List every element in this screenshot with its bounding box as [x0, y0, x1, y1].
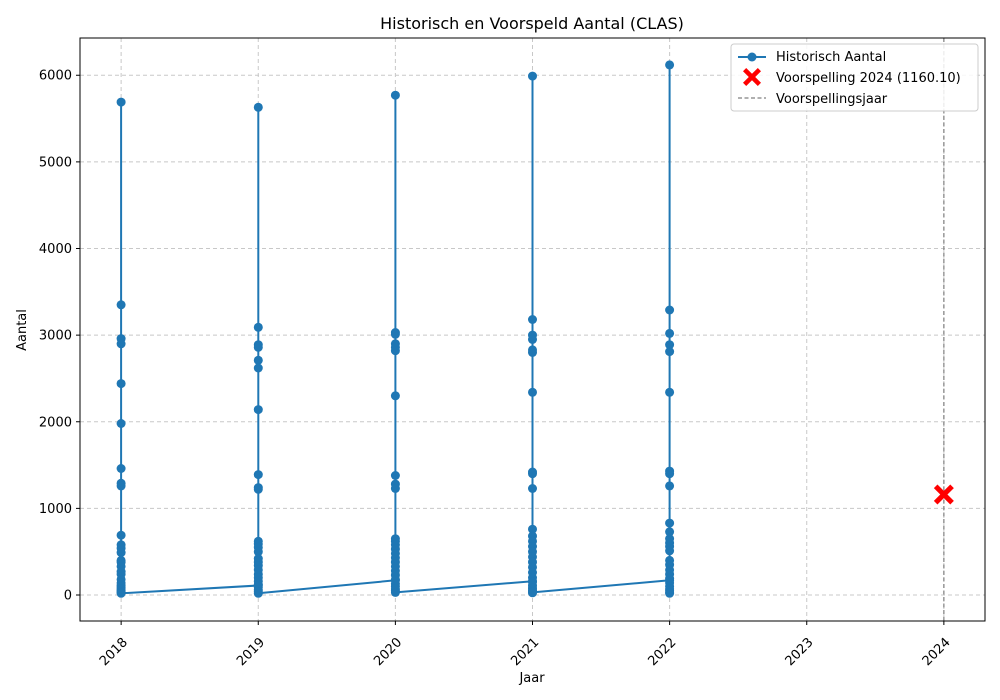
forecast-marker-group [933, 484, 954, 505]
legend-forecast-label: Voorspelling 2024 (1160.10) [776, 71, 961, 86]
historical-point [665, 527, 675, 537]
legend-forecast-year-label: Voorspellingsjaar [776, 92, 888, 107]
historical-point [390, 329, 400, 339]
y-axis-ticks: 0 1000 2000 3000 4000 5000 6000 [39, 69, 80, 604]
historical-point [528, 335, 537, 344]
historical-point [390, 587, 400, 597]
historical-point [253, 588, 263, 598]
historical-point [253, 405, 263, 415]
historical-point [390, 471, 400, 480]
historical-point [528, 524, 537, 534]
historical-point [665, 469, 675, 479]
y-axis-label: Aantal [15, 309, 30, 351]
historical-point [253, 470, 263, 480]
legend-box [730, 43, 979, 112]
historical-point [665, 60, 675, 70]
historical-point [528, 387, 537, 397]
x-axis-label: Jaar [518, 671, 545, 686]
historical-point [665, 340, 675, 350]
historical-point [528, 315, 537, 324]
historical-point [528, 587, 537, 597]
historical-point [390, 90, 400, 100]
historical-point [665, 588, 675, 598]
historical-point [253, 102, 263, 112]
y-tick-label: 1000 [39, 502, 72, 517]
historical-point [528, 348, 537, 357]
historical-point [116, 339, 126, 349]
historical-point [116, 548, 126, 558]
y-tick-label: 3000 [39, 329, 72, 344]
historical-point [253, 342, 263, 352]
y-tick-label: 4000 [39, 242, 72, 257]
y-tick-label: 2000 [39, 415, 72, 430]
historical-point [390, 391, 400, 401]
y-tick-label: 0 [64, 589, 72, 604]
historical-point [390, 346, 400, 356]
historical-point [665, 481, 675, 491]
historical-point [116, 97, 126, 107]
historical-point [116, 300, 126, 310]
historical-point [665, 546, 675, 556]
historical-point [528, 484, 537, 493]
historical-point [253, 547, 263, 557]
y-tick-label: 5000 [39, 155, 72, 170]
chart-title: Historisch en Voorspeld Aantal (CLAS) [380, 14, 684, 33]
historical-point [665, 305, 675, 315]
forecast-point [933, 484, 954, 505]
historical-point [528, 71, 537, 81]
historical-point [116, 464, 126, 473]
historical-series [116, 60, 675, 598]
historical-point [528, 469, 537, 479]
legend-historical-label: Historisch Aantal [776, 50, 886, 65]
historical-point [665, 347, 675, 357]
historical-point [116, 379, 126, 389]
historical-point [253, 355, 263, 365]
historical-point [116, 530, 126, 540]
legend: Historisch Aantal Voorspelling 2024 (116… [730, 43, 979, 112]
historical-point [116, 481, 126, 491]
historical-point [665, 387, 675, 397]
historical-point [665, 518, 675, 528]
historical-point [253, 322, 263, 332]
historical-point [116, 588, 126, 598]
historical-point [116, 419, 126, 428]
y-tick-label: 6000 [39, 69, 72, 84]
historical-point [665, 328, 675, 338]
legend-forecast-marker [743, 68, 761, 86]
legend-historical-marker [747, 52, 757, 62]
historical-point [390, 484, 400, 493]
historical-point [253, 484, 263, 494]
historical-point [253, 363, 263, 373]
